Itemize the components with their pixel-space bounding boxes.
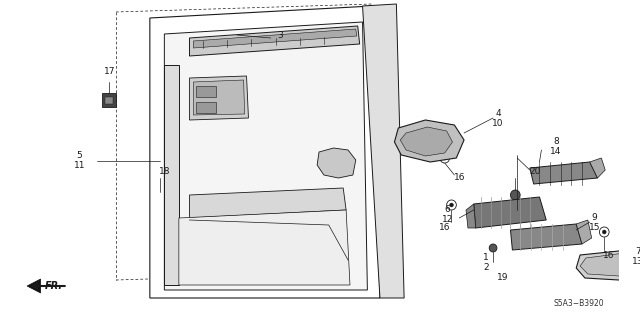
Circle shape: [156, 196, 163, 204]
Text: 6: 6: [445, 205, 451, 214]
Polygon shape: [511, 224, 582, 250]
Text: FR.: FR.: [44, 281, 63, 291]
Polygon shape: [150, 6, 380, 298]
Polygon shape: [27, 279, 40, 293]
Text: 3: 3: [278, 32, 284, 41]
Polygon shape: [189, 26, 360, 56]
Text: 16: 16: [604, 250, 615, 259]
Text: 5: 5: [76, 151, 82, 160]
Polygon shape: [106, 97, 113, 104]
Polygon shape: [164, 65, 179, 285]
Polygon shape: [576, 220, 591, 244]
Polygon shape: [193, 29, 356, 48]
Polygon shape: [394, 120, 464, 162]
Polygon shape: [193, 80, 244, 115]
Text: 20: 20: [529, 167, 540, 176]
Circle shape: [602, 230, 606, 234]
Text: 12: 12: [442, 216, 453, 225]
Text: 15: 15: [589, 224, 600, 233]
Polygon shape: [102, 93, 116, 107]
Text: 10: 10: [492, 118, 504, 128]
Text: 2: 2: [483, 263, 489, 271]
Text: 14: 14: [550, 147, 561, 157]
Circle shape: [511, 190, 520, 200]
Polygon shape: [189, 76, 248, 120]
Polygon shape: [164, 22, 367, 290]
Polygon shape: [189, 188, 346, 218]
Polygon shape: [362, 4, 404, 298]
Text: 1: 1: [483, 254, 489, 263]
Text: 7: 7: [636, 248, 640, 256]
Circle shape: [443, 156, 447, 160]
Polygon shape: [179, 210, 350, 285]
Text: S5A3−B3920: S5A3−B3920: [554, 299, 604, 308]
Polygon shape: [400, 127, 452, 156]
Text: 8: 8: [553, 137, 559, 146]
Circle shape: [489, 244, 497, 252]
Text: 17: 17: [104, 68, 115, 77]
Text: 16: 16: [439, 224, 451, 233]
Text: 11: 11: [74, 160, 85, 169]
Text: 16: 16: [454, 174, 465, 182]
Polygon shape: [576, 250, 640, 280]
Polygon shape: [317, 148, 356, 178]
Text: 4: 4: [495, 108, 500, 117]
Polygon shape: [196, 102, 216, 113]
Polygon shape: [196, 86, 216, 97]
Circle shape: [449, 203, 453, 207]
Text: 18: 18: [159, 167, 170, 176]
Polygon shape: [580, 253, 636, 276]
Polygon shape: [530, 162, 598, 184]
Polygon shape: [589, 158, 605, 178]
Polygon shape: [466, 204, 476, 228]
Text: 13: 13: [632, 257, 640, 266]
Polygon shape: [474, 197, 547, 228]
Circle shape: [152, 192, 167, 208]
Text: 9: 9: [592, 213, 598, 222]
Text: 19: 19: [497, 273, 509, 283]
